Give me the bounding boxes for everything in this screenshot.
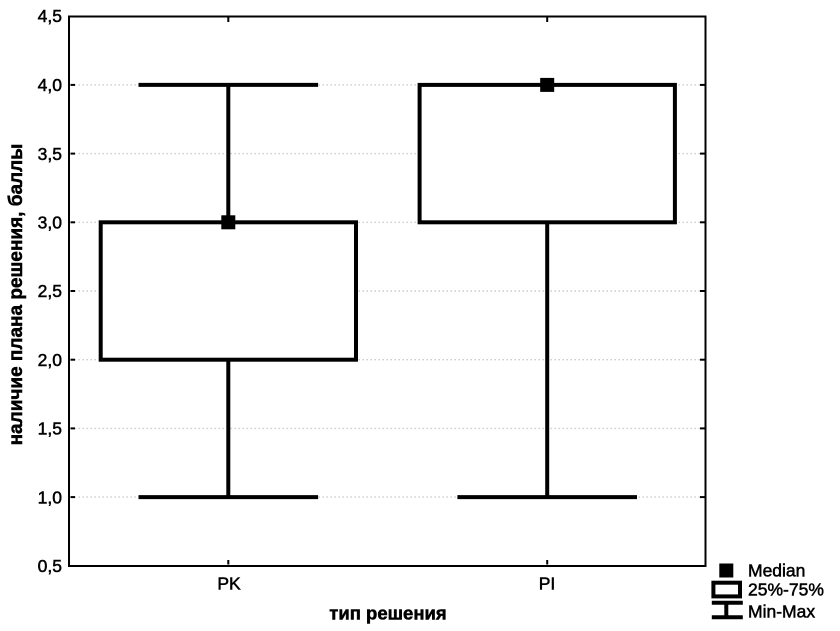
svg-text:1,0: 1,0 bbox=[38, 487, 63, 507]
svg-text:4,0: 4,0 bbox=[38, 75, 63, 95]
svg-text:наличие плана решения, баллы: наличие плана решения, баллы bbox=[6, 144, 27, 446]
svg-text:Median: Median bbox=[748, 561, 805, 581]
svg-text:4,5: 4,5 bbox=[38, 6, 62, 26]
svg-text:2,0: 2,0 bbox=[38, 350, 63, 370]
svg-text:2,5: 2,5 bbox=[38, 281, 62, 301]
svg-text:Min-Max: Min-Max bbox=[748, 601, 815, 621]
svg-text:3,0: 3,0 bbox=[38, 213, 63, 233]
svg-text:3,5: 3,5 bbox=[38, 144, 62, 164]
svg-text:PK: PK bbox=[217, 574, 241, 594]
svg-text:0,5: 0,5 bbox=[38, 556, 62, 576]
svg-text:25%-75%: 25%-75% bbox=[748, 580, 824, 600]
svg-text:PI: PI bbox=[539, 574, 556, 594]
svg-text:1,5: 1,5 bbox=[38, 419, 62, 439]
svg-text:тип решения: тип решения bbox=[329, 603, 446, 624]
